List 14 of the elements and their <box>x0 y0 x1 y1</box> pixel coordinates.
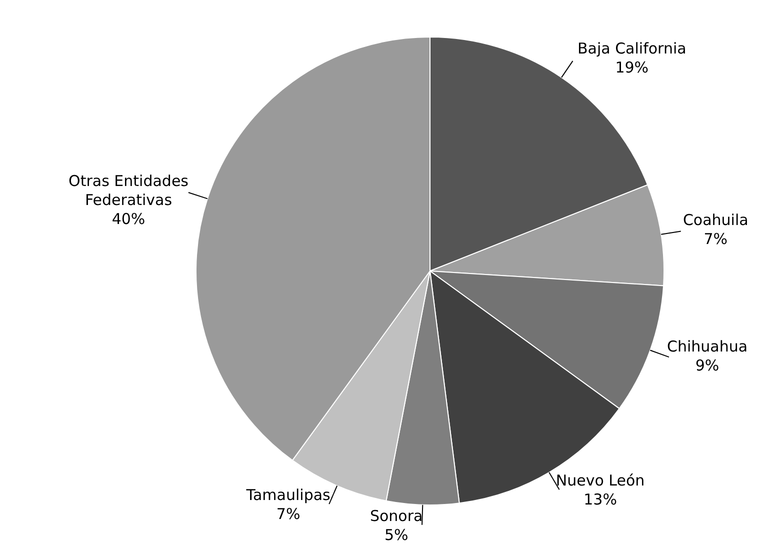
slice-label: Otras Entidades Federativas <box>68 172 189 209</box>
data-label: 7% <box>276 504 300 523</box>
data-label: 13% <box>584 490 617 508</box>
slice-label: Coahuila <box>682 210 748 229</box>
data-label: 19% <box>615 58 649 76</box>
slice-label: Chihuahua <box>666 338 748 356</box>
slice-label: Tamaulipas <box>245 486 331 504</box>
slice-label: Sonora <box>370 506 423 525</box>
slice-label: Baja California <box>577 39 686 58</box>
data-label: 7% <box>704 230 728 248</box>
data-label: 9% <box>695 356 720 375</box>
data-label: 5% <box>384 526 408 544</box>
slice-label: Nuevo León <box>556 471 645 490</box>
data-label: 40% <box>112 210 146 228</box>
